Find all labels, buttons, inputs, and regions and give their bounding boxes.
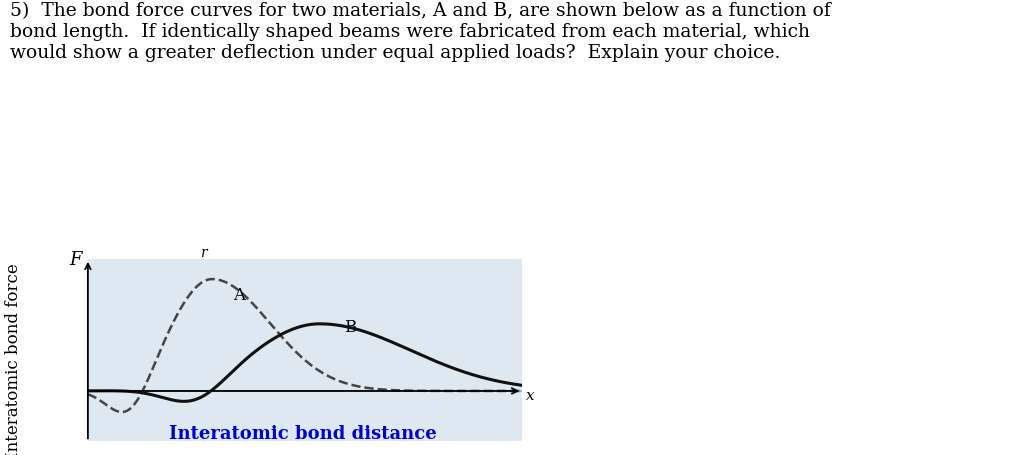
Text: B: B xyxy=(344,318,357,335)
Text: Interatomic bond distance: Interatomic bond distance xyxy=(170,425,436,443)
Text: r: r xyxy=(201,245,207,259)
Text: A: A xyxy=(233,287,245,303)
Text: 5)  The bond force curves for two materials, A and B, are shown below as a funct: 5) The bond force curves for two materia… xyxy=(10,2,831,62)
Text: x: x xyxy=(526,389,535,403)
Text: F: F xyxy=(69,250,82,268)
Text: Interatomic bond force: Interatomic bond force xyxy=(5,262,22,455)
